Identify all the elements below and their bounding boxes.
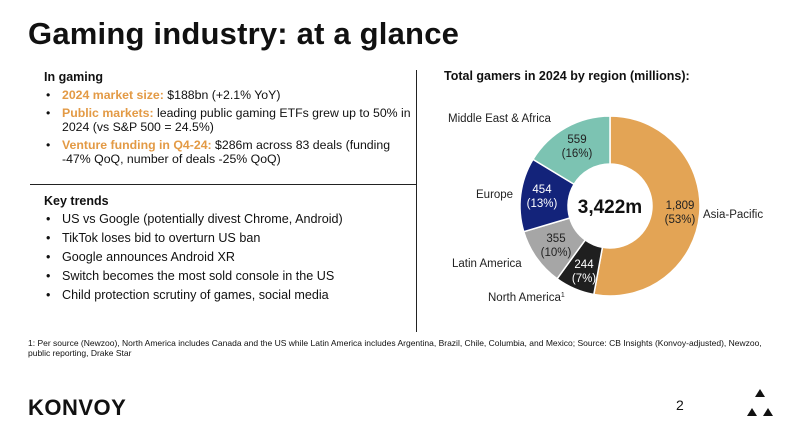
slice-pct-middle-east-africa: (16%) — [562, 148, 593, 160]
horizontal-divider — [30, 184, 416, 185]
key-trend-item: US vs Google (potentially divest Chrome,… — [44, 212, 414, 226]
slice-label-latin-america: Latin America — [452, 258, 522, 270]
bullet-highlight: Public markets: — [62, 106, 154, 120]
bullet-text: $188bn (+2.1% YoY) — [163, 88, 281, 102]
slice-pct-asia-pacific: (53%) — [665, 214, 696, 226]
bullet-text: $286m across 83 deals (funding -47% QoQ,… — [62, 138, 391, 166]
slice-pct-latin-america: (10%) — [541, 247, 572, 259]
page-number: 2 — [676, 397, 684, 413]
bullet-highlight: Venture funding in Q4-24: — [62, 138, 212, 152]
slice-label-north-america: North America1 — [488, 292, 565, 304]
donut-slices — [519, 115, 701, 297]
bullet-text: leading public gaming ETFs grew up to 50… — [62, 106, 411, 134]
donut-slice-middle-east-africa — [531, 115, 611, 186]
page-title: Gaming industry: at a glance — [28, 16, 460, 51]
key-trend-item: Child protection scrutiny of games, soci… — [44, 288, 414, 302]
slice-value-north-america: 244 — [574, 259, 594, 271]
slice-label-asia-pacific: Asia-Pacific — [703, 209, 763, 221]
slice-label-middle-east-africa: Middle East & Africa — [448, 113, 552, 125]
in-gaming-bullet: 2024 market size: $188bn (+2.1% YoY) — [44, 88, 414, 102]
key-trends-heading: Key trends — [44, 194, 109, 208]
donut-center-total: 3,422m — [578, 197, 642, 218]
donut-slice-asia-pacific — [592, 115, 701, 297]
slice-label-europe: Europe — [476, 189, 513, 201]
key-trends-section: Key trends US vs Google (potentially div… — [44, 194, 414, 307]
vertical-divider — [416, 70, 417, 332]
konvoy-logo: KONVOY — [28, 395, 127, 420]
footnote: 1: Per source (Newzoo), North America in… — [28, 338, 762, 358]
slice-pct-north-america: (7%) — [572, 273, 596, 285]
in-gaming-bullet: Venture funding in Q4-24: $286m across 8… — [44, 138, 414, 166]
slice-value-europe: 454 — [532, 184, 552, 196]
konvoy-tri-mark-icon — [747, 389, 773, 416]
slice-value-middle-east-africa: 559 — [567, 134, 586, 146]
key-trend-item: Switch becomes the most sold console in … — [44, 269, 414, 283]
slice-pct-europe: (13%) — [527, 198, 558, 210]
slice-value-asia-pacific: 1,809 — [666, 200, 695, 212]
in-gaming-heading: In gaming — [44, 70, 104, 84]
key-trend-item: TikTok loses bid to overturn US ban — [44, 231, 414, 245]
slice-value-latin-america: 355 — [546, 233, 565, 245]
bullet-highlight: 2024 market size: — [62, 88, 164, 102]
in-gaming-bullet: Public markets: leading public gaming ET… — [44, 106, 414, 134]
chart-title: Total gamers in 2024 by region (millions… — [444, 69, 690, 83]
in-gaming-section: In gaming 2024 market size: $188bn (+2.1… — [44, 70, 414, 170]
key-trend-item: Google announces Android XR — [44, 250, 414, 264]
